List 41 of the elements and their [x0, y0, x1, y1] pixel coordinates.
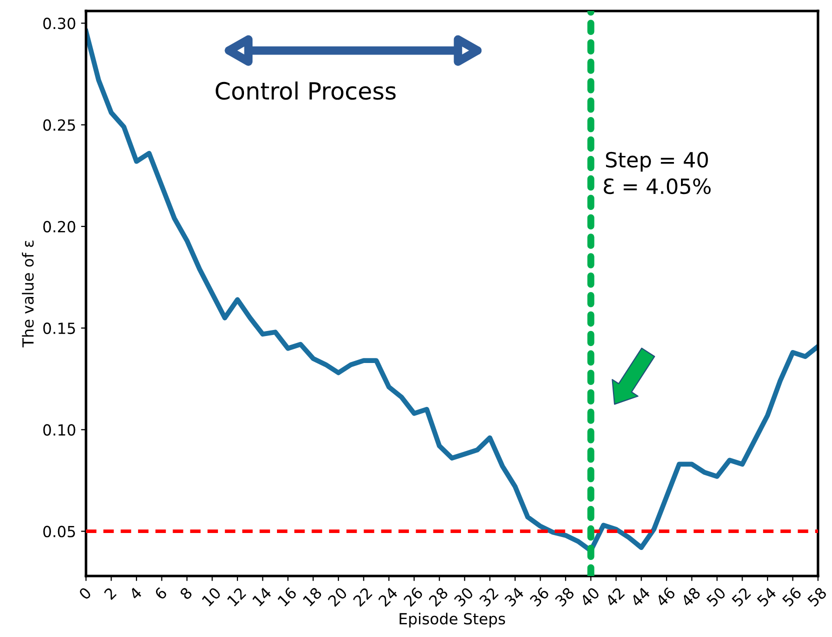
x-tick-label: 2: [104, 586, 117, 600]
x-tick-label: 58: [806, 586, 828, 607]
x-axis-title: Episode Steps: [400, 612, 506, 628]
x-tick-label: 14: [252, 586, 272, 606]
x-tick-label: 24: [378, 586, 398, 607]
x-tick-label: 56: [782, 586, 802, 607]
line-series: [86, 28, 818, 554]
x-tick-label: 54: [756, 586, 777, 607]
x-tick-label: 32: [478, 586, 499, 608]
x-tick-label: 52: [731, 586, 752, 607]
y-tick-label: 0.20: [43, 220, 76, 232]
x-tick-label: 34: [504, 586, 525, 608]
x-tick-label: 44: [630, 586, 651, 608]
x-tick-label: 16: [277, 586, 298, 607]
x-tick-label: 12: [226, 586, 246, 606]
y-tick-label: 0.25: [43, 119, 75, 131]
x-tick-label: 20: [327, 586, 348, 608]
x-tick-label: 0: [78, 586, 92, 600]
x-tick-label: 42: [604, 586, 625, 608]
x-tick-label: 38: [554, 586, 575, 608]
x-tick-label: 18: [302, 586, 322, 607]
y-axis-title: The value of ε: [22, 240, 34, 348]
x-tick-label: 30: [454, 586, 474, 608]
x-tick-label: 46: [655, 586, 676, 608]
x-tick-label: 8: [179, 586, 193, 600]
x-tick-label: 28: [428, 586, 449, 608]
x-tick-label: 26: [403, 586, 424, 608]
x-tick-label: 48: [680, 586, 702, 608]
y-tick-label: 0.10: [43, 424, 76, 436]
x-tick-label: 6: [154, 586, 168, 600]
x-tick-label: 10: [201, 586, 222, 607]
y-tick-label: 0.30: [43, 18, 76, 30]
y-tick-label: 0.05: [43, 526, 75, 538]
x-tick-label: 22: [352, 586, 372, 607]
annotation: Step = 40 Ɛ = 4.05%: [604, 152, 711, 194]
x-tick-label: 40: [579, 586, 600, 608]
x-tick-label: 50: [706, 586, 726, 607]
y-tick-label: 0.15: [43, 322, 75, 334]
x-tick-label: 4: [128, 586, 142, 600]
annotation: Control Process: [216, 82, 396, 100]
x-tick-label: 36: [529, 586, 550, 608]
